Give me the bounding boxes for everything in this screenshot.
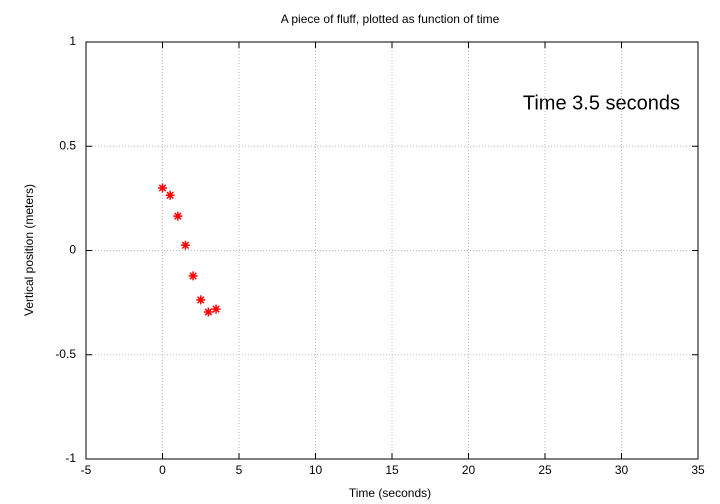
y-tick-label: 0 [69, 243, 76, 257]
plot-frame [85, 41, 699, 460]
x-tick-label: 25 [538, 463, 552, 477]
y-tick-label: -0.5 [55, 347, 76, 361]
y-axis-label: Vertical position (meters) [22, 184, 36, 316]
x-tick-label: 35 [691, 463, 705, 477]
x-tick-label: 0 [159, 463, 166, 477]
point [180, 240, 190, 250]
point [173, 211, 183, 221]
x-axis-label: Time (seconds) [349, 486, 431, 500]
y-tick-label: 1 [69, 34, 76, 48]
y-tick-label: 0.5 [59, 138, 76, 152]
x-tick-label: 5 [236, 463, 243, 477]
x-tick-label: 20 [462, 463, 476, 477]
x-tick-label: 30 [615, 463, 629, 477]
x-tick-label: 10 [309, 463, 323, 477]
point [158, 183, 167, 193]
annotation: Time 3.5 seconds [523, 92, 680, 114]
x-tick-label: 15 [385, 463, 399, 477]
point [196, 295, 206, 305]
x-tick-label: -5 [81, 463, 92, 477]
point [188, 271, 198, 281]
point [203, 307, 213, 317]
chart-title: A piece of fluff, plotted as function of… [281, 12, 500, 26]
point [211, 304, 221, 314]
point [165, 190, 175, 200]
y-tick-label: -1 [65, 451, 76, 465]
